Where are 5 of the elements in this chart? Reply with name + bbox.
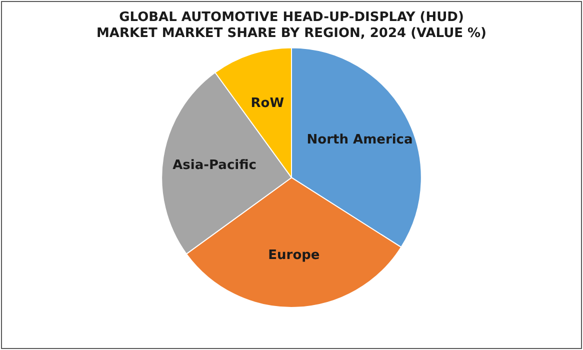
slice-label: RoW [250,96,284,111]
slice-label: North America [306,132,413,148]
slice-label: Europe [268,248,320,263]
chart-title: GLOBAL AUTOMOTIVE HEAD-UP-DISPLAY (HUD) MARKET MARKET SHARE BY REGION, 2024 (VALUE %) [96,10,486,41]
slice-label: Asia-Pacific [172,158,256,173]
